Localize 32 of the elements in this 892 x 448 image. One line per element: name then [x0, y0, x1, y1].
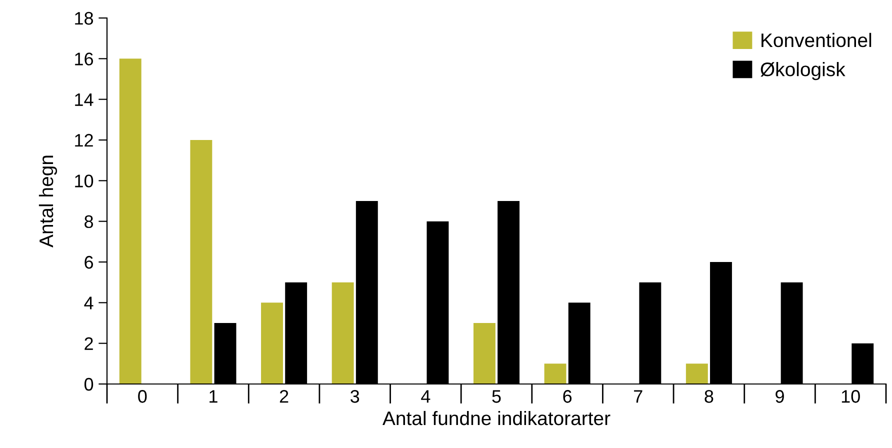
x-tick-label: 9	[776, 390, 784, 403]
x-tick-label: 3	[350, 390, 360, 403]
legend-label: Økologisk	[760, 62, 846, 80]
y-tick-label: 12	[75, 134, 93, 147]
y-tick-label: 6	[84, 256, 94, 269]
y-tick-label: 4	[84, 296, 94, 310]
y-axis-title: Antal hegn	[38, 156, 58, 248]
bar	[686, 364, 708, 384]
bar	[261, 302, 283, 384]
legend-label: Konventionel	[762, 32, 872, 48]
x-tick-label: 2	[280, 390, 288, 403]
x-tick-label: 4	[421, 390, 430, 403]
y-tick-label: 18	[75, 12, 94, 25]
y-tick-label: 16	[75, 52, 94, 66]
y-tick-label: 10	[75, 174, 94, 188]
bar	[119, 58, 142, 384]
x-tick-label: 6	[563, 390, 572, 403]
bar	[544, 364, 566, 384]
x-tick-label: 5	[492, 390, 501, 403]
x-tick-label: 10	[842, 390, 860, 403]
y-tick-label: 8	[84, 215, 94, 228]
x-axis-title: Antal fundne indikatorarter	[382, 410, 610, 426]
y-tick-label: 0	[84, 378, 94, 391]
x-tick-label: 1	[210, 390, 218, 403]
x-tick-label: 8	[704, 390, 714, 403]
bar	[190, 140, 212, 384]
y-tick-label: 2	[84, 337, 93, 350]
x-tick-label: 7	[634, 390, 642, 403]
x-tick-label: 0	[138, 390, 147, 403]
y-tick-label: 14	[75, 93, 94, 106]
bar	[332, 282, 354, 384]
bar	[473, 323, 496, 384]
